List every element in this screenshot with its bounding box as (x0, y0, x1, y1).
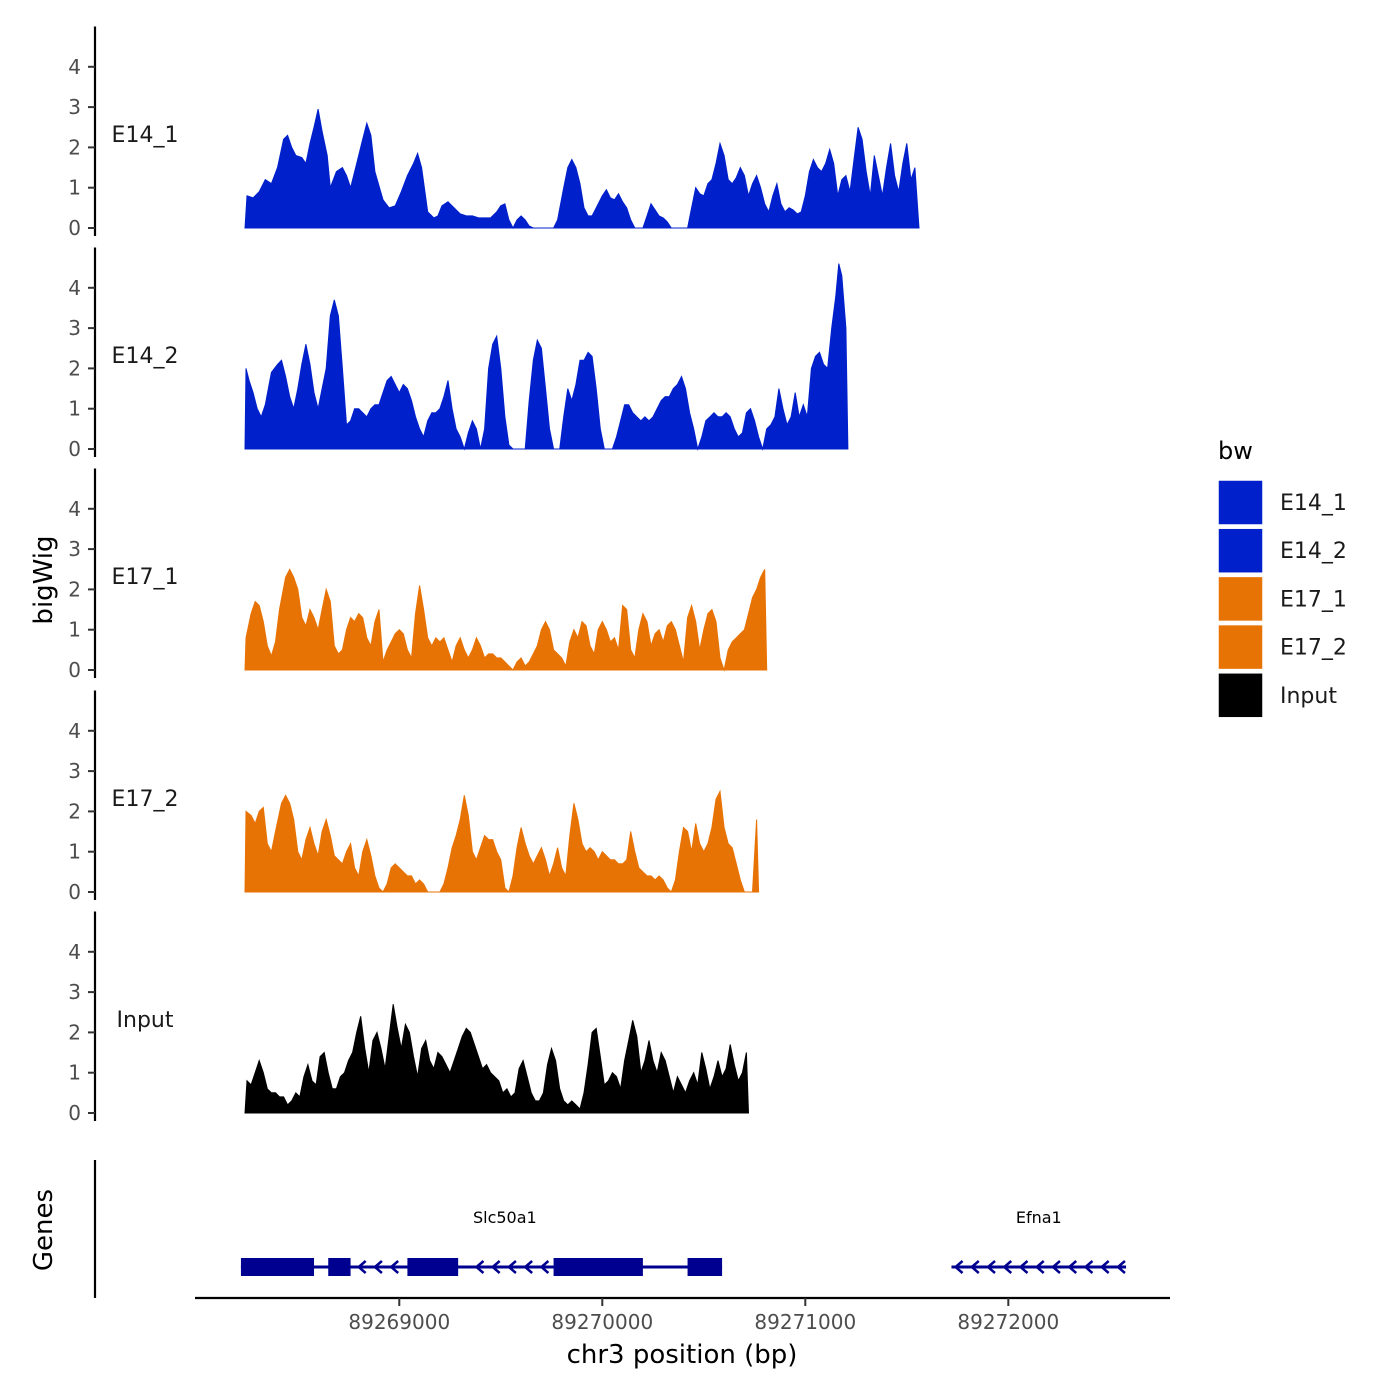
strand-arrow (490, 1260, 501, 1274)
legend-swatch (1217, 527, 1264, 574)
gene-Efna1: Efna1 (951, 1208, 1127, 1274)
legend-swatch (1217, 672, 1264, 719)
track-label: Input (117, 1008, 174, 1033)
y-tick-label: 0 (68, 1101, 81, 1125)
gene-label: Efna1 (1016, 1208, 1062, 1227)
exon-block (328, 1258, 351, 1276)
legend: bw E14_1 E14_2 E17_1 E17_2 Input (1217, 437, 1347, 719)
y-tick-label: 3 (68, 980, 81, 1004)
strand-arrow (1083, 1260, 1094, 1274)
legend-label: E17_1 (1280, 587, 1347, 612)
strand-arrow (373, 1260, 383, 1274)
signal-area (244, 108, 920, 230)
legend-label: E17_2 (1280, 636, 1347, 661)
strand-arrow (986, 1260, 996, 1274)
y-tick-label: 4 (68, 719, 81, 743)
track-E14_2: 0 1 2 3 4 E14_2 (68, 247, 849, 461)
y-tick-label: 1 (68, 618, 81, 642)
strand-arrow (539, 1260, 550, 1274)
track-Input: 0 1 2 3 4 Input (68, 911, 750, 1125)
strand-arrow (326, 1260, 337, 1274)
y-tick-label: 1 (68, 840, 81, 864)
y-tick-label: 1 (68, 176, 81, 200)
strand-arrow (1034, 1260, 1045, 1274)
gene-track: Slc50a1 Efna1 (93, 1160, 1127, 1298)
y-tick-label: 4 (68, 940, 81, 964)
y-tick-label: 0 (68, 216, 81, 240)
y-tick-label: 3 (68, 95, 81, 119)
y-tick-label: 0 (68, 437, 81, 461)
y-tick-label: 1 (68, 397, 81, 421)
strand-arrow (953, 1260, 964, 1274)
y-tick-label: 2 (68, 1020, 81, 1044)
strand-arrow (1051, 1260, 1061, 1274)
signal-area (244, 1004, 750, 1114)
strand-arrow (389, 1260, 399, 1274)
track-E17_2: 0 1 2 3 4 E17_2 (68, 690, 760, 904)
legend-label: Input (1280, 684, 1337, 709)
signal-area (244, 789, 760, 893)
gene-Slc50a1: Slc50a1 (240, 1208, 723, 1276)
track-E14_1: 0 1 2 3 4 E14_1 (68, 26, 920, 240)
y-tick-label: 4 (68, 55, 81, 79)
genes-axis-title: Genes (29, 1189, 59, 1271)
y-tick-label: 0 (68, 658, 81, 682)
y-tick-label: 2 (68, 799, 81, 823)
signal-area (244, 568, 768, 672)
track-label: E17_1 (112, 565, 179, 590)
y-tick-label: 2 (68, 356, 81, 380)
legend-title: bw (1218, 437, 1253, 465)
y-tick-label: 4 (68, 276, 81, 300)
exon-block (407, 1258, 459, 1276)
axes: 89269000 89270000 89271000 89272000 (195, 1296, 1170, 1334)
x-tick-label: 89269000 (348, 1310, 450, 1334)
exon-block (553, 1258, 643, 1276)
exon-block (240, 1258, 315, 1276)
gene-label: Slc50a1 (473, 1208, 537, 1227)
signal-area (244, 263, 849, 451)
strand-arrow (356, 1260, 367, 1274)
x-tick-label: 89271000 (754, 1310, 856, 1334)
strand-arrow (969, 1260, 980, 1274)
track-E17_1: 0 1 2 3 4 E17_1 (68, 468, 768, 682)
y-tick-label: 0 (68, 880, 81, 904)
legend-swatch (1217, 623, 1264, 671)
legend-label: E14_2 (1280, 539, 1347, 564)
y-tick-label: 2 (68, 577, 81, 601)
legend-swatch (1217, 479, 1264, 526)
y-tick-label: 3 (68, 537, 81, 561)
legend-label: E14_1 (1280, 491, 1347, 516)
y-tick-label: 1 (68, 1061, 81, 1085)
track-label: E17_2 (112, 787, 179, 812)
bigwig-tracks: 0 1 2 3 4 E14_1 0 1 2 3 4 E14_2 0 1 2 3 4 E17_1 0 1 2 3 4 E17_2… (68, 26, 920, 1125)
x-tick-label: 89272000 (957, 1310, 1059, 1334)
strand-arrow (523, 1260, 533, 1274)
y-tick-label: 3 (68, 316, 81, 340)
y-tick-label: 3 (68, 759, 81, 783)
strand-arrow (1099, 1260, 1110, 1274)
y-tick-label: 2 (68, 135, 81, 159)
y-tick-label: 4 (68, 497, 81, 521)
x-tick-label: 89270000 (551, 1310, 653, 1334)
strand-arrow (1002, 1260, 1013, 1274)
strand-arrow (474, 1260, 485, 1274)
strand-arrow (1067, 1260, 1078, 1274)
strand-arrow (1018, 1260, 1029, 1274)
y-axis-title: bigWig (29, 535, 59, 624)
exon-block (687, 1258, 723, 1276)
x-axis-title: chr3 position (bp) (567, 1340, 798, 1370)
track-label: E14_2 (112, 344, 179, 369)
strand-arrow (506, 1260, 517, 1274)
track-label: E14_1 (112, 123, 179, 148)
legend-swatch (1217, 575, 1264, 623)
strand-arrow (1116, 1260, 1126, 1274)
